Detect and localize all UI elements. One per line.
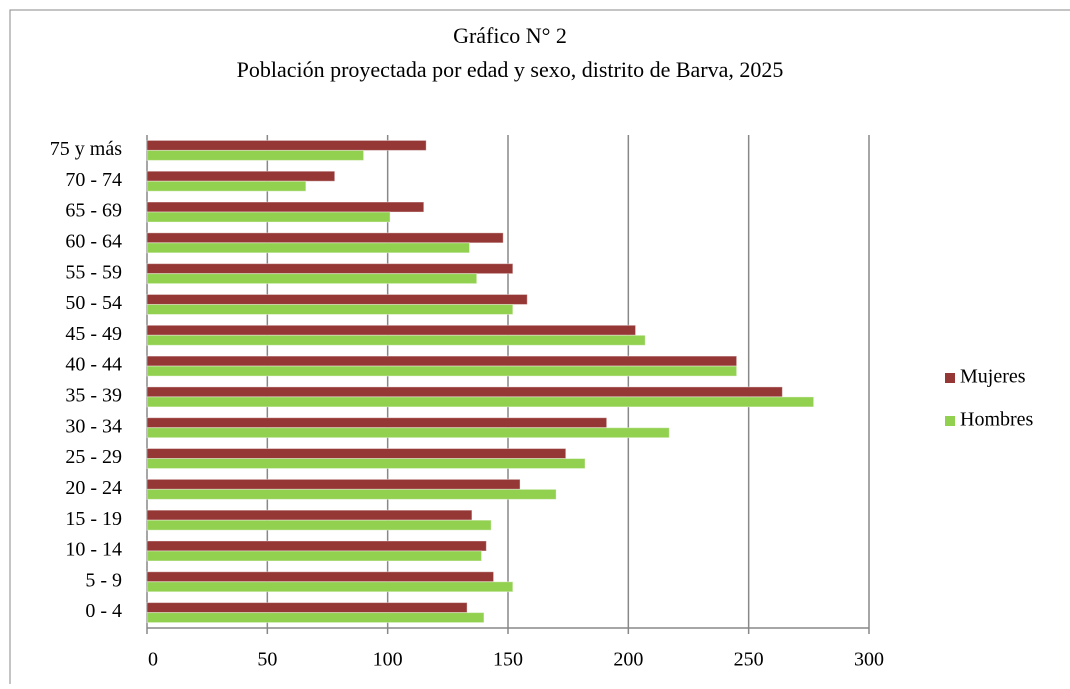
y-tick-label: 55 - 59 [65,261,122,283]
x-tick-label: 200 [613,649,643,671]
x-tick-label: 50 [257,649,277,671]
y-tick-label: 60 - 64 [65,230,122,252]
bar [146,242,470,254]
legend-label: Hombres [960,409,1034,431]
y-tick-label: 50 - 54 [65,292,122,314]
bar [146,355,738,367]
bar [146,519,492,531]
y-tick-label: 25 - 29 [65,446,122,468]
x-tick-label: 250 [734,649,764,671]
bar [146,211,391,223]
y-tick-label: 0 - 4 [85,600,122,622]
bar [146,201,425,213]
y-tick-label: 45 - 49 [65,323,122,345]
bar [146,170,336,182]
y-tick-label: 65 - 69 [65,200,122,222]
x-tick-label: 300 [854,649,884,671]
legend-swatch [945,373,955,383]
y-tick-label: 35 - 39 [65,385,122,407]
bar [146,427,670,439]
y-tick-label: 75 y más [50,138,122,160]
y-tick-label: 20 - 24 [65,477,122,499]
bar [146,149,365,161]
bar [146,263,514,275]
y-tick-label: 5 - 9 [85,569,122,591]
y-tick-label: 15 - 19 [65,508,122,530]
bar [146,180,307,192]
chart-frame [9,9,1070,689]
legend-swatch [945,416,955,426]
y-tick-label: 40 - 44 [65,354,122,376]
bar [146,540,487,552]
bar [146,448,567,460]
bar [146,273,478,285]
bar [146,365,738,377]
bar [146,458,586,470]
bar [146,602,468,614]
y-tick-label: 30 - 34 [65,415,122,437]
bar [146,324,637,336]
x-tick-label: 100 [373,649,403,671]
bar [146,232,504,244]
bar [146,139,427,151]
chart-subtitle: Población proyectada por edad y sexo, di… [237,57,784,82]
bar [146,303,514,315]
bar [146,334,646,346]
bar [146,571,495,583]
y-tick-label: 10 - 14 [65,539,122,561]
y-tick-label: 70 - 74 [65,169,122,191]
bar [146,478,521,490]
x-tick-label: 0 [148,649,158,671]
bar [146,550,483,562]
bar [146,417,608,429]
bar [146,386,783,398]
bar [146,509,473,521]
bar [146,396,815,408]
legend-label: Mujeres [960,366,1026,388]
bar [146,612,485,624]
bar [146,293,528,305]
bar [146,488,557,500]
chart-title: Gráfico N° 2 [453,23,567,48]
x-tick-label: 150 [493,649,523,671]
bar [146,581,514,593]
